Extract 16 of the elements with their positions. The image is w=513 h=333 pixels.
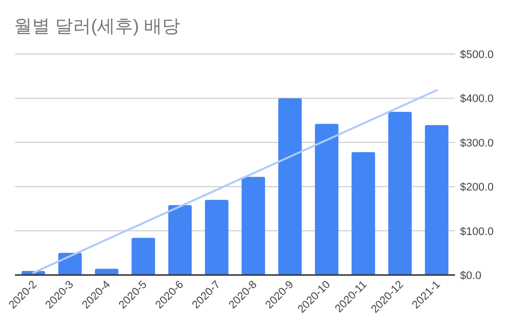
bar: [132, 238, 156, 275]
bar: [424, 125, 448, 275]
y-tick-label: $300.0: [460, 137, 494, 150]
chart-title: 월별 달러(세후) 배당: [14, 16, 180, 36]
bar: [314, 124, 338, 275]
y-tick-label: $200.0: [460, 182, 494, 194]
bar: [242, 176, 266, 275]
y-tick-label: $0.0: [460, 270, 482, 282]
bar: [278, 98, 302, 275]
y-tick-label: $100.0: [460, 226, 494, 238]
y-tick-label: $500.0: [460, 49, 494, 61]
bar: [352, 152, 376, 275]
y-tick-label: $400.0: [460, 93, 494, 106]
bar: [168, 205, 192, 275]
bar: [204, 200, 228, 275]
bar: [388, 112, 412, 275]
